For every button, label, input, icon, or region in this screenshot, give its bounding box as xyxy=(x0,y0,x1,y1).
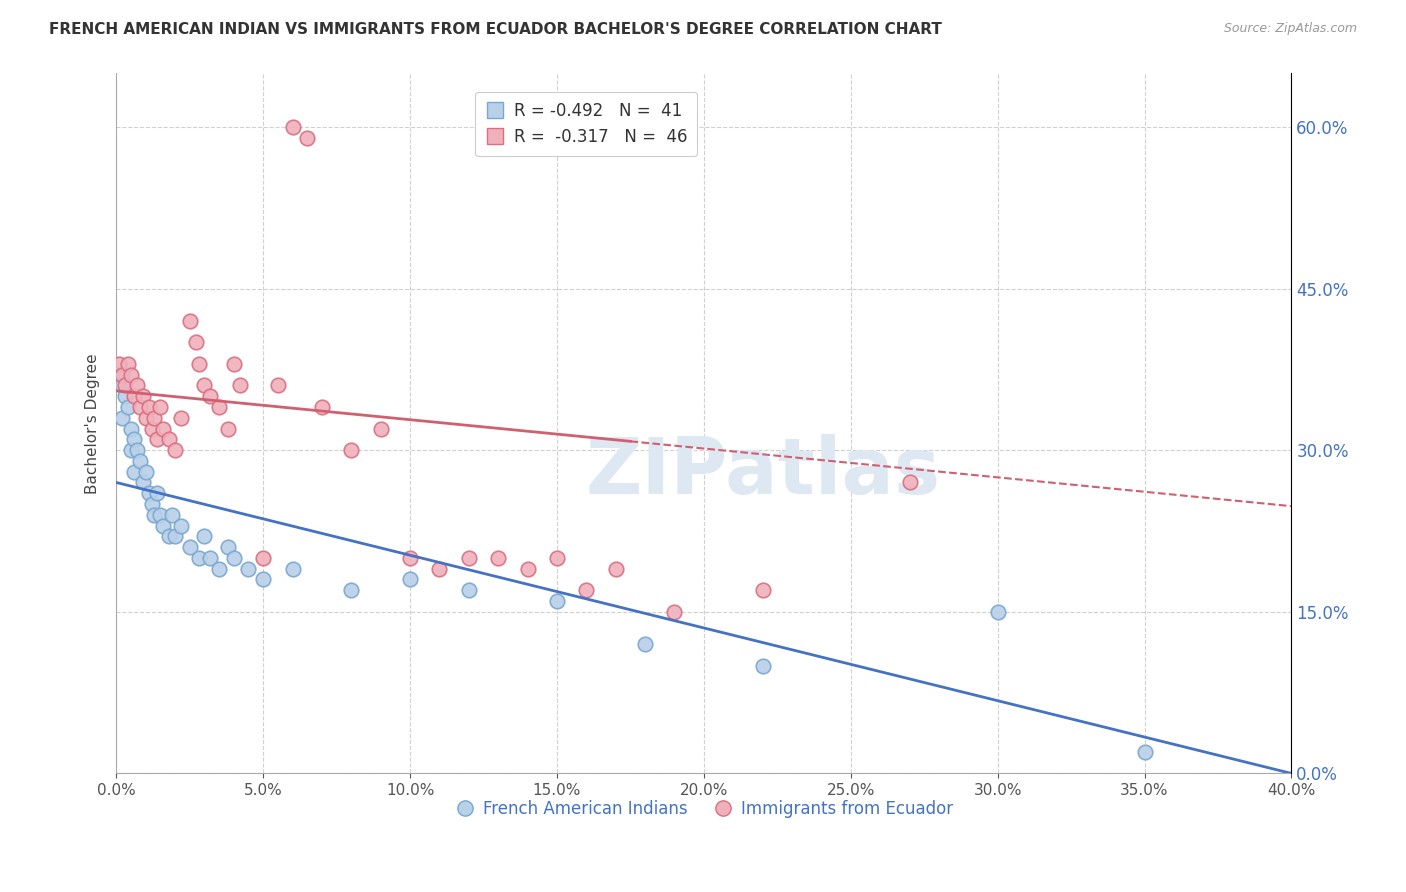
Point xyxy=(120,421,142,435)
Point xyxy=(157,433,180,447)
Point xyxy=(120,443,142,458)
Point xyxy=(193,529,215,543)
Point xyxy=(252,573,274,587)
Point xyxy=(141,497,163,511)
Point xyxy=(208,400,231,414)
Point xyxy=(146,433,169,447)
Point xyxy=(163,443,186,458)
Point xyxy=(987,605,1010,619)
Point xyxy=(228,378,250,392)
Point xyxy=(546,594,568,608)
Point xyxy=(281,120,304,134)
Point xyxy=(546,550,568,565)
Legend: French American Indians, Immigrants from Ecuador: French American Indians, Immigrants from… xyxy=(449,793,960,824)
Point xyxy=(340,583,363,598)
Point xyxy=(170,518,193,533)
Point xyxy=(252,550,274,565)
Point xyxy=(149,400,172,414)
Point xyxy=(370,421,392,435)
Point xyxy=(281,562,304,576)
Text: FRENCH AMERICAN INDIAN VS IMMIGRANTS FROM ECUADOR BACHELOR'S DEGREE CORRELATION : FRENCH AMERICAN INDIAN VS IMMIGRANTS FRO… xyxy=(49,22,942,37)
Point xyxy=(125,443,148,458)
Point xyxy=(605,562,627,576)
Point xyxy=(143,508,166,522)
Point xyxy=(486,550,509,565)
Point xyxy=(311,400,333,414)
Point xyxy=(751,658,773,673)
Point xyxy=(122,389,145,403)
Point xyxy=(122,465,145,479)
Point xyxy=(297,130,319,145)
Point xyxy=(184,335,207,350)
Point xyxy=(751,583,773,598)
Point xyxy=(125,378,148,392)
Point xyxy=(114,378,136,392)
Point xyxy=(187,550,209,565)
Point xyxy=(111,378,134,392)
Point xyxy=(128,454,150,468)
Point xyxy=(457,550,479,565)
Point xyxy=(217,421,239,435)
Point xyxy=(208,562,231,576)
Point xyxy=(135,465,157,479)
Point xyxy=(135,410,157,425)
Point xyxy=(120,368,142,382)
Point xyxy=(141,421,163,435)
Point xyxy=(200,550,222,565)
Point xyxy=(222,357,245,371)
Point xyxy=(149,508,172,522)
Point xyxy=(132,475,155,490)
Point xyxy=(399,573,422,587)
Point xyxy=(108,368,131,382)
Point xyxy=(138,400,160,414)
Point xyxy=(152,518,174,533)
Point xyxy=(111,368,134,382)
Point xyxy=(143,410,166,425)
Point xyxy=(160,508,183,522)
Point xyxy=(146,486,169,500)
Point xyxy=(238,562,260,576)
Point xyxy=(457,583,479,598)
Point xyxy=(128,400,150,414)
Point xyxy=(1133,745,1156,759)
Point xyxy=(217,540,239,554)
Point xyxy=(516,562,538,576)
Point xyxy=(575,583,598,598)
Point xyxy=(152,421,174,435)
Point xyxy=(114,389,136,403)
Point xyxy=(193,378,215,392)
Point xyxy=(138,486,160,500)
Text: ZIPatlas: ZIPatlas xyxy=(585,434,941,510)
Point xyxy=(399,550,422,565)
Point xyxy=(267,378,290,392)
Point xyxy=(132,389,155,403)
Point xyxy=(163,529,186,543)
Y-axis label: Bachelor's Degree: Bachelor's Degree xyxy=(86,353,100,493)
Point xyxy=(664,605,686,619)
Point xyxy=(108,357,131,371)
Point xyxy=(340,443,363,458)
Point xyxy=(898,475,921,490)
Point xyxy=(179,314,201,328)
Point xyxy=(187,357,209,371)
Point xyxy=(429,562,451,576)
Point xyxy=(179,540,201,554)
Point xyxy=(222,550,245,565)
Point xyxy=(117,357,139,371)
Point xyxy=(122,433,145,447)
Point xyxy=(634,637,657,651)
Point xyxy=(111,410,134,425)
Point xyxy=(170,410,193,425)
Point xyxy=(117,400,139,414)
Point xyxy=(200,389,222,403)
Text: Source: ZipAtlas.com: Source: ZipAtlas.com xyxy=(1223,22,1357,36)
Point xyxy=(157,529,180,543)
